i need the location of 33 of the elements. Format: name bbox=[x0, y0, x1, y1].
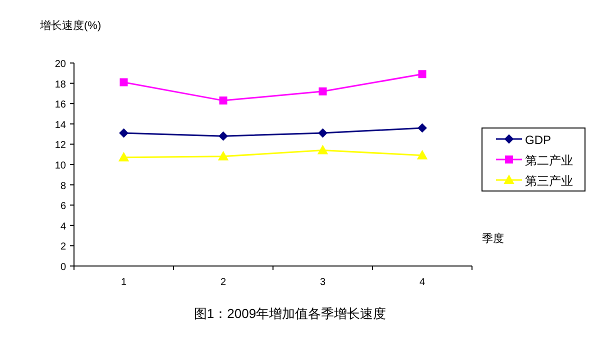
x-tick-label: 4 bbox=[419, 277, 426, 288]
x-axis-title: 季度 bbox=[482, 232, 504, 245]
x-tick-label: 3 bbox=[320, 277, 326, 288]
y-tick-label: 6 bbox=[60, 201, 66, 212]
x-tick-label: 2 bbox=[220, 277, 226, 288]
point bbox=[318, 87, 327, 96]
y-tick-label: 8 bbox=[60, 180, 66, 192]
point bbox=[418, 123, 427, 132]
y-tick-label: 20 bbox=[54, 59, 66, 70]
point bbox=[218, 132, 228, 141]
point bbox=[218, 151, 228, 160]
y-tick-label: 18 bbox=[54, 79, 66, 90]
y-tick-label: 0 bbox=[60, 262, 66, 273]
legend-label: 第三产业 bbox=[525, 174, 573, 188]
y-tick-label: 14 bbox=[54, 120, 66, 131]
point bbox=[219, 96, 228, 105]
point bbox=[418, 70, 426, 78]
point bbox=[318, 145, 328, 154]
point bbox=[118, 152, 129, 162]
y-tick-label: 16 bbox=[54, 100, 66, 111]
point bbox=[318, 128, 328, 138]
legend-label: 第二产业 bbox=[525, 154, 573, 168]
x-tick-label: 1 bbox=[120, 277, 127, 288]
y-tick-label: 10 bbox=[54, 160, 66, 172]
point bbox=[120, 78, 128, 86]
text: 图1：2009年增加值各季增长速度 bbox=[194, 306, 386, 321]
point bbox=[417, 150, 428, 160]
y-axis-title: 增长速度(%) bbox=[39, 19, 102, 32]
legend-label: GDP bbox=[525, 133, 552, 147]
point bbox=[119, 128, 128, 138]
y-tick-label: 12 bbox=[54, 140, 66, 152]
y-tick-label: 2 bbox=[60, 242, 66, 253]
y-tick-label: 4 bbox=[60, 221, 66, 232]
